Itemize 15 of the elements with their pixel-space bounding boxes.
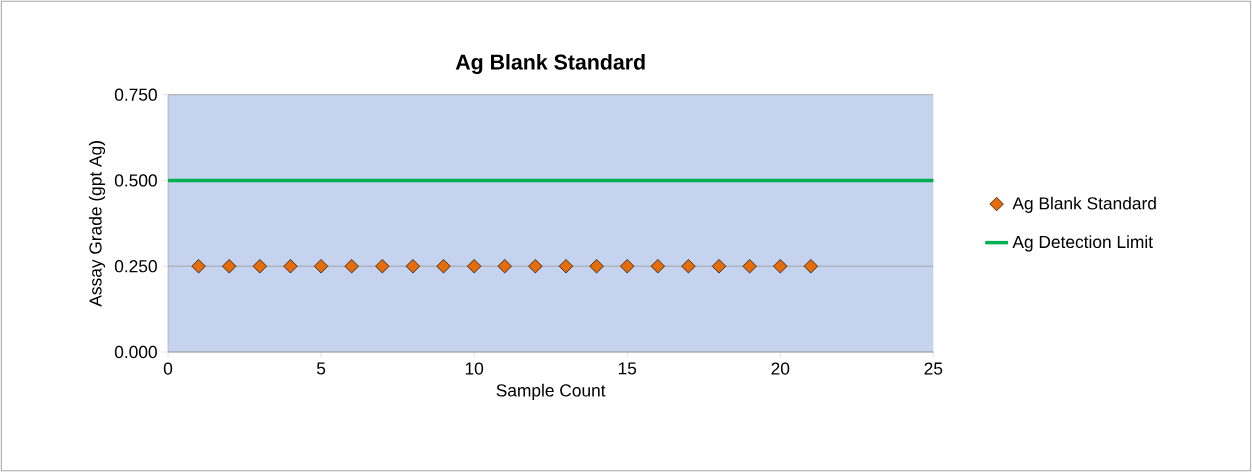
legend-label: Ag Detection Limit <box>1012 235 1153 252</box>
x-tick-label: 15 <box>618 362 637 375</box>
y-tick-label: 0.500 <box>114 174 157 187</box>
x-tick-label: 0 <box>163 362 173 375</box>
y-tick-label: 0.250 <box>114 260 157 273</box>
chart-title: Ag Blank Standard <box>455 53 645 74</box>
x-tick-label: 5 <box>316 362 326 375</box>
x-axis-title: Sample Count <box>496 383 606 400</box>
y-tick-label: 0.000 <box>114 345 157 359</box>
x-tick-label: 25 <box>924 362 943 375</box>
legend-label: Ag Blank Standard <box>1012 196 1156 213</box>
x-tick-label: 10 <box>465 362 484 375</box>
y-axis-title: Assay Grade (gpt Ag) <box>88 141 106 307</box>
y-tick-label: 0.750 <box>114 88 157 101</box>
x-tick-label: 20 <box>771 362 790 375</box>
